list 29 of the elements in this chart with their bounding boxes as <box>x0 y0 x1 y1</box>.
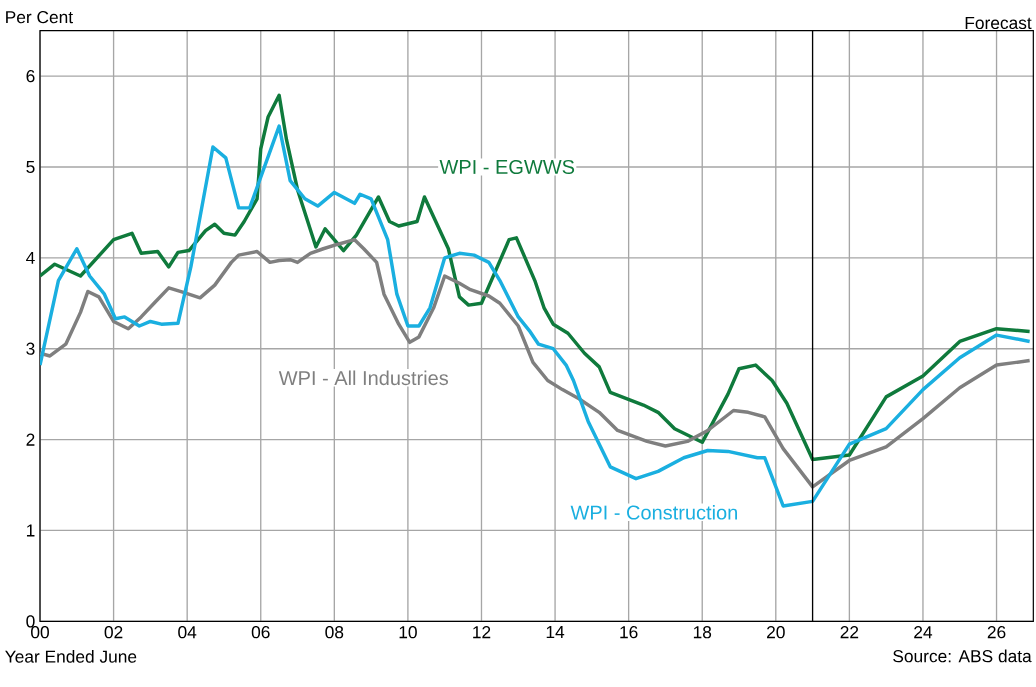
x-tick-label: 08 <box>325 626 344 639</box>
y-tick-label: 0 <box>26 615 35 628</box>
series-label: WPI - Construction <box>570 505 737 520</box>
x-tick-label: 24 <box>914 626 933 639</box>
x-tick-label: 10 <box>399 626 417 639</box>
line-series <box>40 93 1032 462</box>
x-tick-label: 02 <box>104 626 123 639</box>
x-tick-label: 04 <box>178 626 197 639</box>
y-tick-label: 5 <box>26 161 35 174</box>
x-tick-label: 16 <box>620 626 638 639</box>
y-tick-label: 4 <box>26 252 35 264</box>
series-label: WPI - EGWWS <box>439 160 575 175</box>
x-tick-label: 22 <box>840 626 859 639</box>
y-tick-label: 1 <box>26 524 35 537</box>
x-tick-label: 00 <box>31 626 49 639</box>
x-tick-label: 18 <box>693 626 712 639</box>
y-tick-label: 3 <box>26 342 35 356</box>
x-tick-label: 26 <box>987 626 1006 639</box>
x-tick-label: 14 <box>546 626 565 639</box>
y-tick-label: 6 <box>26 70 35 83</box>
x-tick-label: 20 <box>767 626 785 639</box>
source-note: Source: ABS data <box>893 649 1032 663</box>
x-axis-title: Year Ended June <box>5 650 137 663</box>
ref-line-label: Forecast <box>965 17 1032 30</box>
x-tick-label: 06 <box>251 626 270 639</box>
text: WPI - All Industries <box>278 370 449 386</box>
y-axis-title: Per Cent <box>6 11 73 24</box>
y-tick-label: 2 <box>26 433 35 446</box>
x-tick-label: 12 <box>473 626 491 639</box>
